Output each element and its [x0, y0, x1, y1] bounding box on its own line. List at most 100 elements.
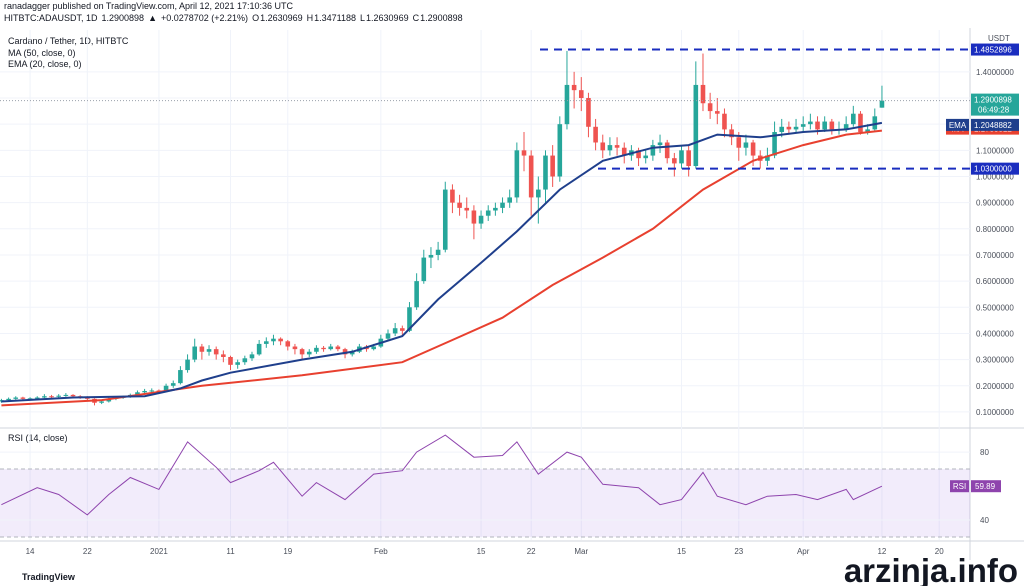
candle-body [478, 215, 484, 224]
candle-body [815, 121, 820, 130]
candle-body [714, 111, 720, 114]
candle-body [170, 383, 176, 386]
x-tick-label: Mar [574, 547, 588, 556]
candle-body [729, 129, 734, 138]
candle-body [800, 124, 806, 127]
candle-body [650, 145, 656, 156]
candle-body [521, 150, 527, 156]
candle-body [493, 207, 498, 211]
indicator-tag-value: 1.2048882 [974, 121, 1012, 130]
y-tick-label: 0.8000000 [976, 225, 1014, 234]
header-item: 1.2900898 [102, 13, 145, 23]
candle-body [221, 354, 226, 357]
candle-body [536, 189, 541, 198]
candle-body [722, 113, 727, 130]
candle-body [879, 100, 885, 108]
candle-body [321, 347, 326, 350]
footer-logo: TradingView [22, 572, 76, 582]
candle-body [586, 98, 591, 127]
candle-body [550, 155, 555, 177]
candle-body [686, 150, 691, 167]
header-item: 1.2900898 [420, 13, 463, 23]
candle-body [636, 150, 641, 159]
legend-entry: EMA (20, close, 0) [8, 59, 82, 69]
candle-body [414, 281, 419, 308]
candle-body [743, 142, 749, 148]
level-tag-label: 1.0300000 [974, 165, 1012, 174]
candle-body [571, 84, 577, 91]
header-item: 1.2630969 [260, 13, 303, 23]
candle-body [843, 124, 849, 130]
candle-body [736, 137, 742, 148]
candle-body [614, 145, 620, 148]
candle-body [20, 397, 26, 399]
header-item: O [252, 13, 259, 23]
header-item: 1.2630969 [366, 13, 409, 23]
published-line: ranadagger published on TradingView.com,… [4, 1, 294, 11]
candle-body [600, 142, 606, 151]
watermark: arzinja.info [844, 552, 1018, 586]
candle-body [135, 392, 140, 395]
candle-body [228, 356, 233, 365]
level-tag [971, 162, 1019, 175]
candle-body [385, 333, 391, 339]
candle-body [335, 346, 341, 350]
candle-body [457, 202, 462, 208]
y-tick-label: 0.3000000 [976, 356, 1014, 365]
candle-body [578, 90, 584, 99]
candle-body [657, 142, 663, 146]
x-tick-label: 19 [283, 547, 292, 556]
candle-body [829, 121, 835, 130]
candle-body [400, 328, 405, 331]
y-tick-label: 0.1000000 [976, 408, 1014, 417]
candle-body [249, 354, 255, 359]
candle-body [99, 401, 104, 403]
candle-body [772, 132, 777, 156]
candle-body [49, 396, 54, 398]
indicator-line [1, 129, 883, 407]
candle-body [27, 398, 33, 400]
candle-body [485, 210, 491, 216]
y-tick-label: 1.4000000 [976, 68, 1014, 77]
candle-body [471, 210, 477, 224]
candle-body [106, 398, 112, 402]
candle-body [256, 343, 262, 355]
candle-body [664, 142, 670, 159]
candle-body [707, 103, 713, 112]
y-tick-label: 0.5000000 [976, 303, 1014, 312]
candle-body [543, 155, 548, 190]
candle-body [285, 341, 291, 347]
candle-body [142, 390, 147, 393]
rsi-tag-value: 59.89 [975, 482, 996, 491]
candle-body [314, 347, 319, 352]
candle-body [13, 397, 19, 399]
candle-body [6, 398, 11, 401]
chart-title: Cardano / Tether, 1D, HITBTC [8, 36, 129, 46]
candle-body [292, 346, 298, 350]
x-tick-label: 14 [26, 547, 35, 556]
x-tick-label: 20 [935, 547, 944, 556]
candle-body [514, 150, 520, 198]
candle-body [793, 126, 799, 130]
header-item: C [413, 13, 420, 23]
indicator-line [1, 121, 883, 403]
candle-body [392, 328, 398, 334]
y-tick-label: 0.9000000 [976, 199, 1014, 208]
y-tick-label: 0.6000000 [976, 277, 1014, 286]
candle-body [299, 349, 305, 355]
candle-body [851, 113, 856, 125]
candle-body [593, 126, 598, 143]
candle-body [621, 147, 627, 156]
y-tick-label: 0.7000000 [976, 251, 1014, 260]
candle-body [693, 84, 699, 167]
last-price-label: 1.2900898 [974, 96, 1012, 105]
y-tick-label: 0.4000000 [976, 329, 1014, 338]
candle-body [700, 84, 706, 104]
candle-body [63, 394, 69, 396]
symbol-line: HITBTC:ADAUSDT, 1D 1.2900898 ▲ +0.0278702 (… [4, 13, 463, 23]
x-tick-label: 22 [527, 547, 536, 556]
candle-body [528, 155, 534, 198]
candle-body [672, 158, 677, 164]
candle-body [442, 189, 448, 250]
candle-body [643, 155, 649, 159]
